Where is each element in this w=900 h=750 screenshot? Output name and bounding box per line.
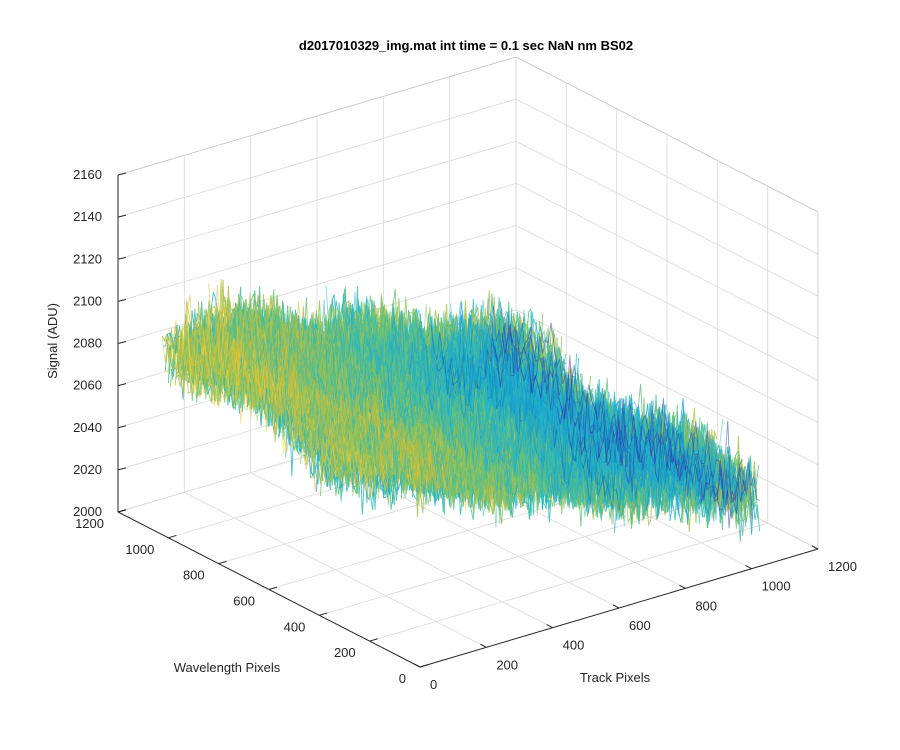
z-tick-label: 2120 xyxy=(73,251,102,266)
sidewall-grid-z xyxy=(515,140,819,297)
surface-strand xyxy=(501,322,760,514)
surface-strand xyxy=(499,311,758,517)
sidewall-grid-z xyxy=(515,225,819,381)
x-tick-label: 800 xyxy=(695,598,717,613)
x-tick-mark xyxy=(745,565,752,570)
y-tick-label: 1000 xyxy=(125,542,154,557)
z-tick-label: 2080 xyxy=(73,336,102,351)
z-tick-label: 2160 xyxy=(73,167,102,182)
x-tick-label: 200 xyxy=(496,657,518,672)
backwall-grid-z xyxy=(117,140,517,260)
x-tick-label: 0 xyxy=(430,677,437,692)
backwall-grid-z xyxy=(117,98,517,218)
z-axis-label: Signal (ADU) xyxy=(45,303,60,379)
box-edge xyxy=(117,56,517,176)
x-tick-label: 600 xyxy=(629,618,651,633)
x-tick-label: 1200 xyxy=(828,559,857,574)
backwall-grid-z xyxy=(117,182,517,302)
z-tick-label: 2040 xyxy=(73,420,102,435)
sidewall-grid-z xyxy=(515,183,819,339)
z-tick-mark xyxy=(117,425,127,429)
z-tick-label: 2140 xyxy=(73,209,102,224)
z-tick-mark xyxy=(117,214,127,218)
surface-plot xyxy=(161,279,761,542)
x-axis-label: Track Pixels xyxy=(580,670,651,685)
y-tick-mark xyxy=(268,586,278,590)
z-tick-mark xyxy=(117,467,127,471)
y-tick-label: 0 xyxy=(399,671,406,686)
y-tick-mark xyxy=(218,560,227,565)
sidewall-grid-z xyxy=(515,309,819,466)
x-tick-label: 1000 xyxy=(762,579,791,594)
z-tick-mark xyxy=(117,341,127,344)
backwall-grid-z xyxy=(117,225,517,344)
x-tick-label: 400 xyxy=(563,638,585,653)
x-tick-mark xyxy=(480,643,487,648)
y-tick-label: 200 xyxy=(334,645,356,660)
y-axis-ticks: 0 200 400 600 800 1000 1200 xyxy=(75,509,429,686)
y-axis-label: Wavelength Pixels xyxy=(174,660,281,675)
x-tick-mark xyxy=(612,604,620,609)
z-tick-label: 2000 xyxy=(73,504,102,519)
surface-strand xyxy=(491,301,751,516)
chart-title: d2017010329_img.mat int time = 0.1 sec N… xyxy=(299,38,633,53)
y-tick-label: 400 xyxy=(284,619,306,634)
floor-grid-y xyxy=(369,522,768,642)
x-tick-mark xyxy=(546,624,553,629)
y-tick-mark xyxy=(117,509,127,513)
box-edge xyxy=(515,56,819,213)
z-tick-mark xyxy=(117,172,127,176)
x-tick-mark xyxy=(679,584,686,589)
z-tick-label: 2100 xyxy=(73,293,102,308)
y-tick-mark xyxy=(168,534,177,539)
y-tick-label: 600 xyxy=(233,594,255,609)
y-tick-label: 1200 xyxy=(75,516,104,531)
x-tick-mark xyxy=(811,545,819,550)
y-tick-mark xyxy=(319,612,328,616)
y-tick-label: 800 xyxy=(183,568,205,583)
z-tick-label: 2060 xyxy=(73,378,102,393)
z-tick-mark xyxy=(117,383,127,387)
z-tick-mark xyxy=(117,298,127,302)
y-tick-mark xyxy=(369,638,378,642)
x-axis-ticks: 0 200 400 600 800 1000 1200 xyxy=(413,545,857,692)
sidewall-grid-z xyxy=(515,267,819,423)
z-tick-label: 2020 xyxy=(73,462,102,477)
z-tick-mark xyxy=(117,256,127,260)
x-tick-mark xyxy=(413,663,421,668)
y-tick-mark xyxy=(419,664,429,668)
z-axis-ticks: 2000 2020 2040 2060 2080 2100 2120 2140 2160 xyxy=(73,167,127,519)
sidewall-grid-z xyxy=(515,98,819,255)
